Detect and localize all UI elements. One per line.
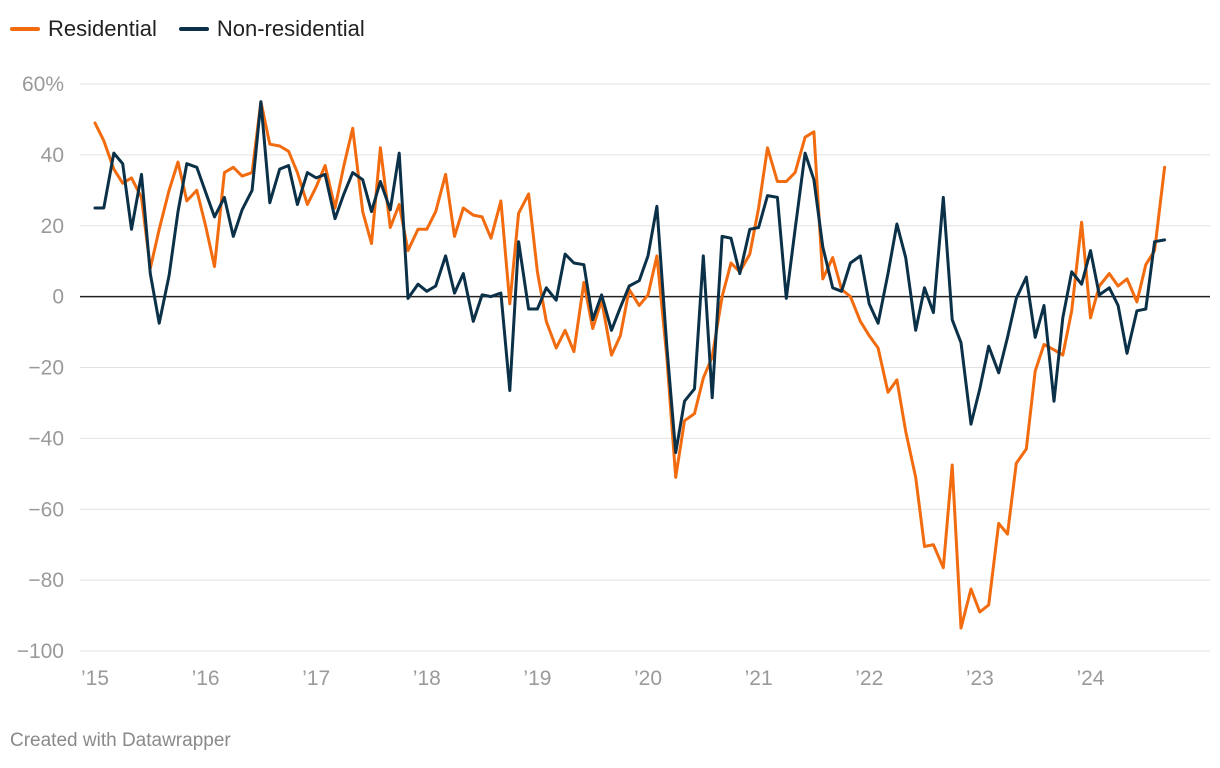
legend-item-non-residential: Non-residential	[178, 16, 365, 42]
y-tick-label: −100	[17, 640, 64, 663]
x-tick-label: ’19	[523, 667, 551, 690]
series-line-non-residential	[93, 100, 1167, 455]
series-lines	[93, 100, 1167, 630]
x-tick-label: ’18	[413, 667, 441, 690]
legend-item-residential: Residential	[10, 16, 157, 42]
legend-swatch-non-residential	[178, 27, 209, 31]
y-tick-label: 0	[52, 286, 64, 309]
legend-label-residential: Residential	[48, 16, 157, 41]
x-tick-label: ’23	[966, 667, 994, 690]
y-tick-label: −80	[28, 569, 64, 592]
y-tick-label: −20	[28, 357, 64, 380]
x-tick-label: ’17	[302, 667, 330, 690]
legend-swatch-residential	[10, 27, 40, 31]
x-tick-label: ’15	[81, 667, 109, 690]
datawrapper-credit: Created with Datawrapper	[10, 730, 231, 751]
x-tick-label: ’16	[192, 667, 220, 690]
y-tick-label: −60	[28, 498, 64, 521]
x-tick-label: ’22	[855, 667, 883, 690]
y-tick-label: 20	[41, 215, 64, 238]
legend-label-non-residential: Non-residential	[216, 16, 365, 41]
y-tick-label: −40	[28, 427, 64, 450]
y-tick-label: 60%	[22, 73, 64, 96]
chart-legend: Residential Non-residential	[10, 16, 365, 42]
x-axis-tick-labels: ’15 ’16 ’17 ’18 ’19 ’20 ’21 ’22 ’23 ’24	[81, 667, 1105, 690]
x-tick-label: ’21	[745, 667, 773, 690]
gridlines	[80, 83, 1210, 652]
x-tick-label: ’20	[634, 667, 662, 690]
y-tick-label: 40	[41, 144, 64, 167]
x-tick-label: ’24	[1076, 667, 1104, 690]
y-axis-tick-labels: 60% 40 20 0 −20 −40 −60 −80 −100	[17, 73, 64, 663]
series-line-residential	[93, 100, 1167, 630]
